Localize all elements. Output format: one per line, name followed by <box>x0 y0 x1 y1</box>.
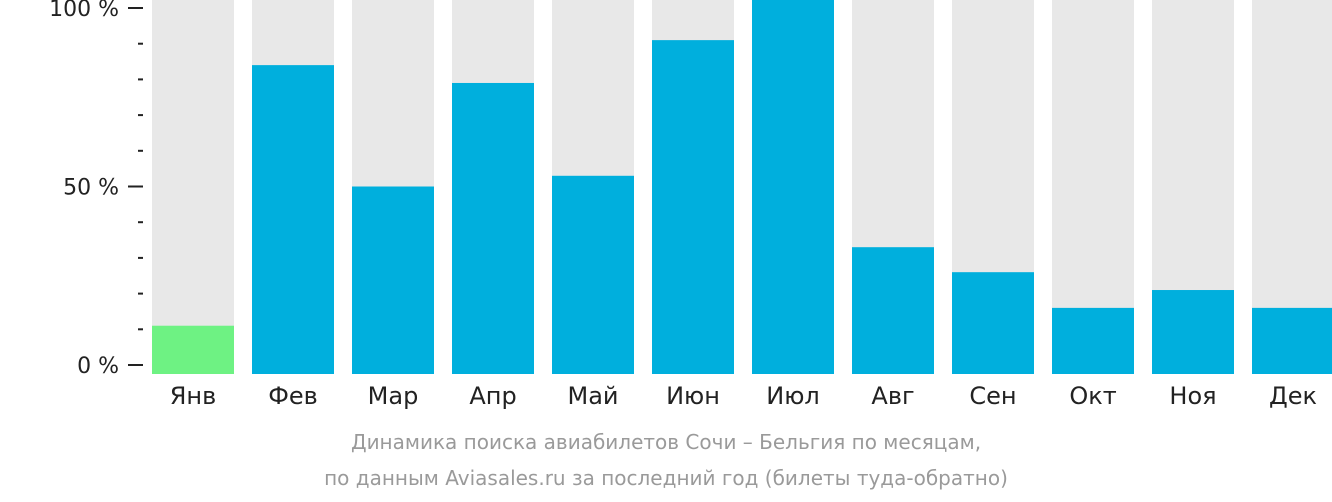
bar <box>1052 307 1134 374</box>
x-category-label: Янв <box>170 382 217 410</box>
x-category-label: Июн <box>666 382 720 410</box>
bar <box>952 272 1034 374</box>
x-category-label: Ноя <box>1169 382 1216 410</box>
x-category-label: Авг <box>871 382 914 410</box>
bar <box>352 186 434 374</box>
bar <box>252 65 334 375</box>
x-category-label: Дек <box>1269 382 1317 410</box>
x-category-label: Окт <box>1069 382 1116 410</box>
bar <box>452 82 534 374</box>
x-category-label: Мар <box>368 382 419 410</box>
y-tick-label: 100 % <box>49 0 119 22</box>
chart-caption-line-1: Динамика поиска авиабилетов Сочи – Бельг… <box>350 430 982 454</box>
bar <box>1252 307 1332 374</box>
bar <box>1152 290 1234 374</box>
bar <box>852 247 934 374</box>
chart-caption-line-2: по данным Aviasales.ru за последний год … <box>324 466 1008 490</box>
y-tick-label: 0 % <box>77 354 119 379</box>
x-category-label: Фев <box>268 382 318 410</box>
bar <box>752 0 834 374</box>
bar <box>152 325 234 374</box>
bar <box>552 175 634 374</box>
bar <box>652 40 734 374</box>
x-category-label: Апр <box>469 382 516 410</box>
x-category-label: Июл <box>766 382 820 410</box>
y-tick-label: 50 % <box>63 176 119 201</box>
bar-background <box>152 0 234 374</box>
x-category-label: Май <box>567 382 618 410</box>
x-category-label: Сен <box>969 382 1016 410</box>
